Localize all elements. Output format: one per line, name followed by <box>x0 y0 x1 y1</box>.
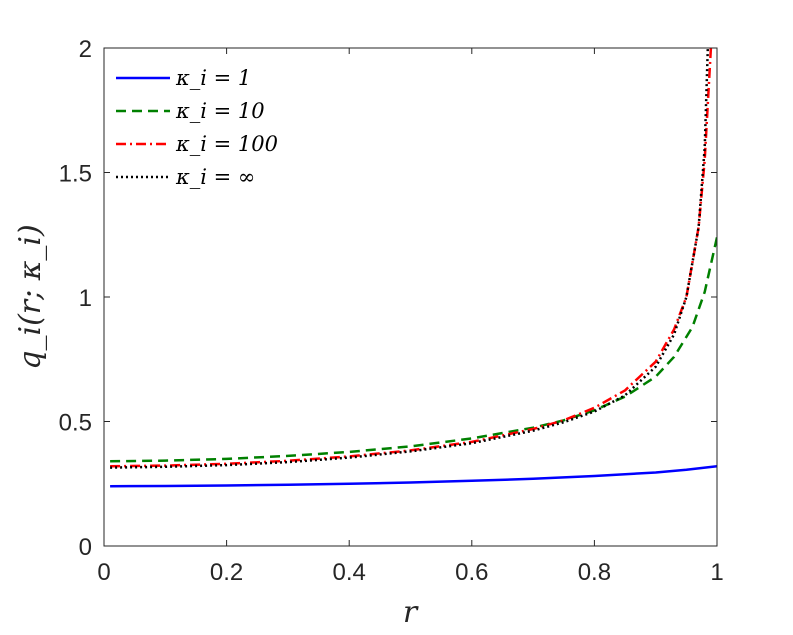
series-lines <box>110 48 717 488</box>
x-axis-label: r <box>403 595 419 630</box>
legend-label-2: κ_i = 10 <box>175 99 265 123</box>
legend-label-3: κ_i = 100 <box>175 132 278 156</box>
x-tick-labels: 0 0.2 0.4 0.6 0.8 1 <box>97 559 723 586</box>
y-tick-labels: 0 0.5 1 1.5 2 <box>59 36 92 561</box>
y-tick-label: 0.5 <box>59 410 92 437</box>
y-tick-label: 2 <box>79 36 92 63</box>
legend: κ_i = 1 κ_i = 10 κ_i = 100 κ_i = ∞ <box>116 66 278 189</box>
series-line-1 <box>110 465 717 488</box>
y-tick-label: 1 <box>79 285 92 312</box>
y-tick-label: 1.5 <box>59 161 92 188</box>
x-tick-label: 0.8 <box>578 559 611 586</box>
series-line-2 <box>110 236 717 463</box>
x-tick-label: 0.6 <box>455 559 488 586</box>
x-tick-label: 0 <box>97 559 110 586</box>
legend-label-4: κ_i = ∞ <box>175 165 255 189</box>
legend-label-1: κ_i = 1 <box>175 66 251 90</box>
ticks <box>103 47 718 547</box>
x-tick-label: 0.4 <box>333 559 366 586</box>
y-axis-label: q_i(r; κ_i) <box>13 224 48 369</box>
x-tick-label: 0.2 <box>210 559 243 586</box>
x-tick-label: 1 <box>710 559 723 586</box>
series-line-4 <box>110 48 710 469</box>
y-tick-label: 0 <box>79 534 92 561</box>
